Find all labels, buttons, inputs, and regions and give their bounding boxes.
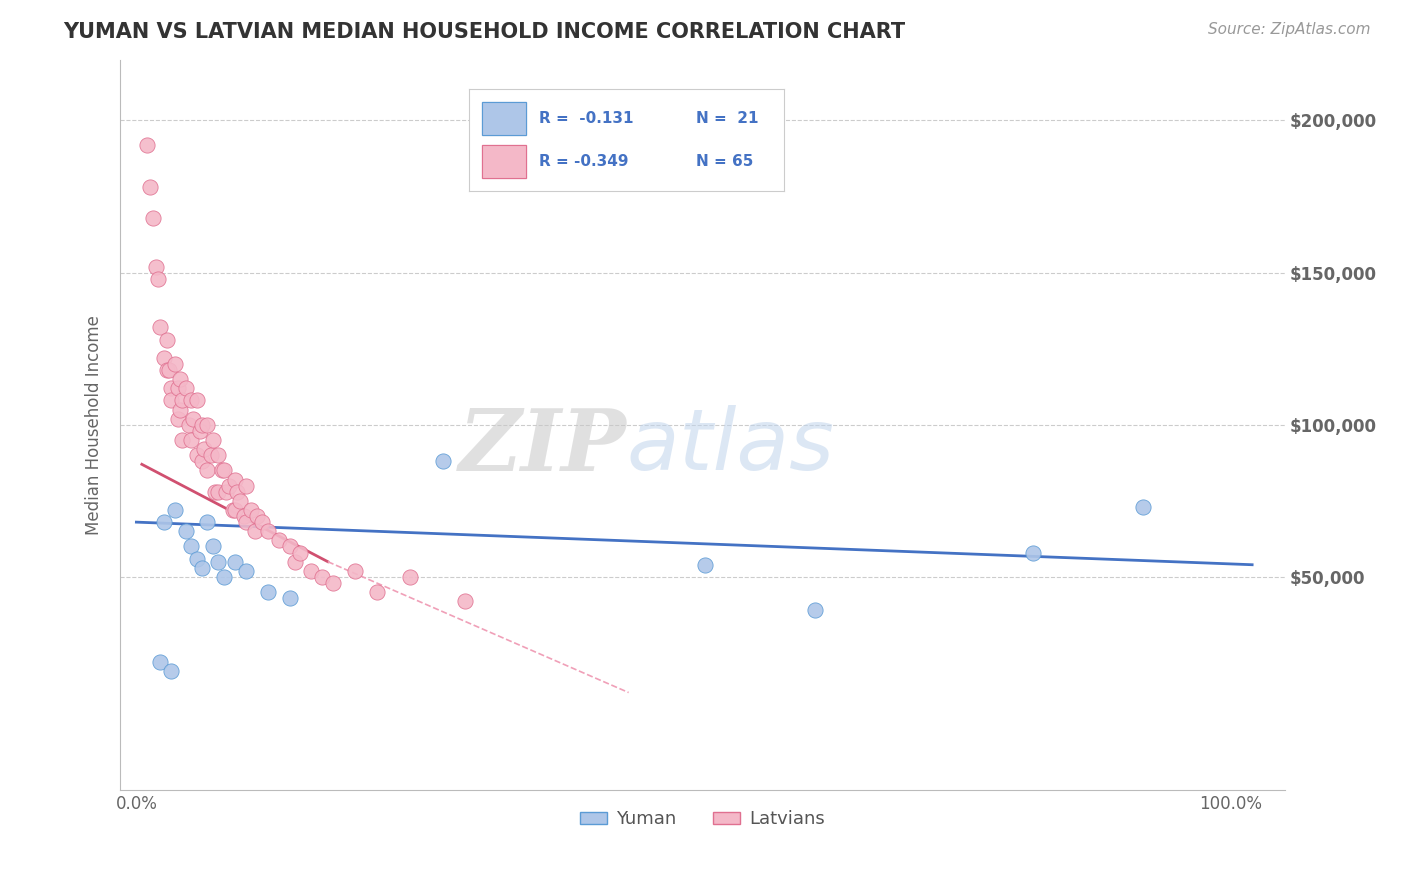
Point — [224, 473, 246, 487]
Point — [167, 411, 190, 425]
Point — [152, 515, 174, 529]
Point — [157, 363, 180, 377]
Point — [256, 585, 278, 599]
Point — [156, 363, 179, 377]
Point — [432, 454, 454, 468]
Point — [180, 540, 202, 554]
Point — [290, 545, 312, 559]
Point — [167, 381, 190, 395]
Point — [207, 448, 229, 462]
Point — [246, 509, 269, 524]
Point — [186, 393, 208, 408]
Point — [235, 478, 257, 492]
Point — [138, 180, 160, 194]
Point — [224, 503, 246, 517]
Point — [197, 463, 219, 477]
Point — [200, 448, 222, 462]
Point — [193, 442, 215, 456]
Point — [224, 555, 246, 569]
Point — [299, 564, 322, 578]
Point — [243, 524, 266, 539]
Text: YUMAN VS LATVIAN MEDIAN HOUSEHOLD INCOME CORRELATION CHART: YUMAN VS LATVIAN MEDIAN HOUSEHOLD INCOME… — [63, 22, 905, 42]
Point — [172, 433, 194, 447]
Point — [212, 570, 235, 584]
Point — [278, 591, 301, 606]
Point — [160, 393, 183, 408]
Point — [163, 357, 186, 371]
Point — [149, 320, 172, 334]
Legend: Yuman, Latvians: Yuman, Latvians — [574, 803, 832, 836]
Point — [267, 533, 290, 548]
Point — [156, 333, 179, 347]
Point — [256, 524, 278, 539]
Point — [1132, 500, 1154, 514]
Point — [177, 417, 200, 432]
Point — [163, 503, 186, 517]
Point — [204, 484, 226, 499]
Point — [215, 484, 238, 499]
Point — [136, 137, 159, 152]
Point — [191, 561, 214, 575]
Point — [1022, 545, 1045, 559]
Point — [235, 564, 257, 578]
Point — [145, 260, 167, 274]
Point — [207, 555, 229, 569]
Text: atlas: atlas — [627, 405, 835, 488]
Point — [172, 393, 194, 408]
Point — [186, 551, 208, 566]
Point — [226, 484, 249, 499]
Point — [181, 411, 204, 425]
Point — [186, 448, 208, 462]
Point — [174, 381, 197, 395]
Point — [212, 463, 235, 477]
Point — [191, 454, 214, 468]
Point — [197, 515, 219, 529]
Point — [169, 372, 191, 386]
Point — [152, 351, 174, 365]
Point — [250, 515, 273, 529]
Point — [201, 433, 224, 447]
Point — [278, 540, 301, 554]
Point — [235, 515, 257, 529]
Text: Source: ZipAtlas.com: Source: ZipAtlas.com — [1208, 22, 1371, 37]
Point — [366, 585, 388, 599]
Point — [149, 655, 172, 669]
Point — [211, 463, 233, 477]
Point — [232, 509, 254, 524]
Point — [398, 570, 420, 584]
Point — [344, 564, 367, 578]
Point — [229, 493, 252, 508]
Point — [240, 503, 263, 517]
Point — [221, 503, 243, 517]
Point — [160, 381, 183, 395]
Point — [201, 540, 224, 554]
Point — [803, 603, 825, 617]
Point — [311, 570, 333, 584]
Point — [169, 402, 191, 417]
Point — [160, 665, 183, 679]
Text: ZIP: ZIP — [458, 405, 627, 489]
Point — [218, 478, 240, 492]
Point — [191, 417, 214, 432]
Point — [180, 433, 202, 447]
Point — [180, 393, 202, 408]
Point — [284, 555, 307, 569]
Point — [174, 524, 197, 539]
Point — [142, 211, 165, 225]
Point — [188, 424, 211, 438]
Point — [695, 558, 717, 572]
Point — [148, 271, 170, 285]
Point — [197, 417, 219, 432]
Point — [322, 576, 344, 591]
Point — [207, 484, 229, 499]
Y-axis label: Median Household Income: Median Household Income — [86, 315, 103, 534]
Point — [453, 594, 475, 608]
